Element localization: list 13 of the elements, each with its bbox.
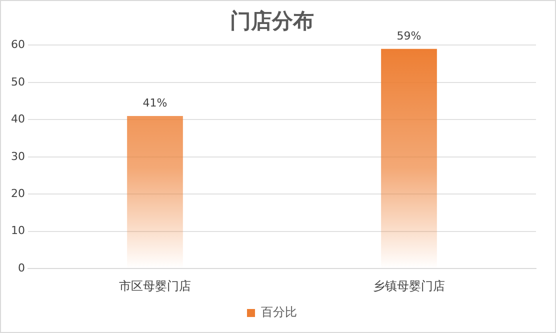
legend-label: 百分比 (261, 305, 297, 320)
y-tick-label: 10 (10, 224, 25, 238)
y-tick-label: 40 (10, 112, 25, 126)
y-tick-label: 50 (10, 75, 25, 88)
data-label: 59% (396, 29, 422, 42)
y-tick-label: 0 (18, 261, 25, 274)
y-tick-label: 30 (10, 150, 25, 163)
data-label: 41% (142, 96, 168, 110)
chart-title: 门店分布 (230, 9, 314, 34)
x-tick-label: 市区母婴门店 (119, 278, 191, 293)
y-tick-label: 20 (10, 186, 25, 200)
x-tick-label: 乡镇母婴门店 (373, 278, 445, 293)
y-tick-label: 60 (10, 38, 25, 52)
